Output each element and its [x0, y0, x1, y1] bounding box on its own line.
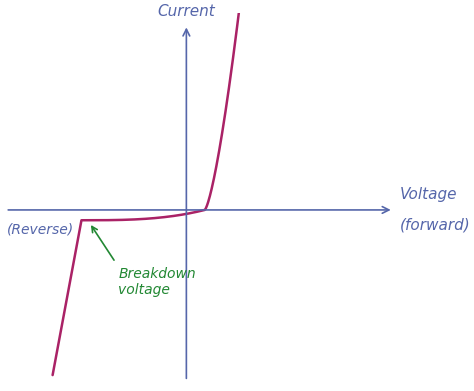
Text: Current: Current: [157, 4, 215, 19]
Text: Voltage: Voltage: [400, 187, 457, 203]
Text: (Reverse): (Reverse): [7, 222, 74, 237]
Text: (forward): (forward): [400, 217, 471, 233]
Text: Breakdown
voltage: Breakdown voltage: [118, 267, 196, 298]
